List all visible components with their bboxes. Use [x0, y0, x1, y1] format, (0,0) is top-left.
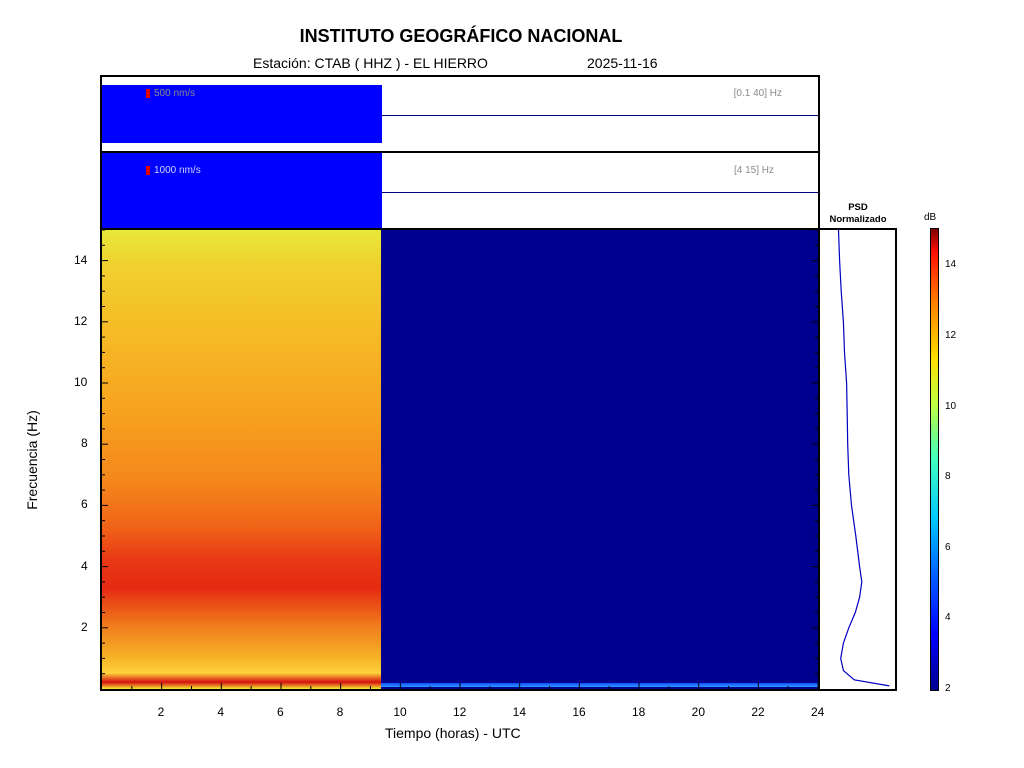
y-tick-label: 8 — [81, 436, 88, 451]
x-tick-label: 8 — [336, 705, 344, 719]
band-label-1: [0.1 40] Hz — [733, 88, 782, 99]
psd-title: PSD Normalizado — [820, 202, 896, 226]
colorbar-tick-label: 12 — [945, 329, 957, 341]
scale-bar-2 — [146, 166, 150, 175]
scale-bar-1 — [146, 89, 150, 98]
x-tick-label: 12 — [453, 705, 467, 719]
scale-label-2: 1000 nm/s — [154, 165, 201, 176]
seismogram-baseline-2 — [382, 192, 818, 193]
colorbar-tick-label: 6 — [945, 541, 951, 553]
colorbar-unit: dB — [924, 212, 937, 223]
colorbar-tick-label: 14 — [945, 259, 957, 271]
y-tick-label: 14 — [74, 252, 88, 267]
y-tick-label: 12 — [74, 313, 88, 328]
psd-plot — [837, 230, 890, 687]
x-axis-label: Tiempo (horas) - UTC — [385, 725, 521, 741]
x-tick-label: 22 — [751, 705, 765, 719]
psd-panel — [818, 228, 897, 691]
spectrogram-lowfreq-strip — [380, 683, 818, 687]
x-tick-label: 14 — [512, 705, 527, 719]
seismogram-baseline-1 — [382, 115, 818, 116]
station-label: Estación: CTAB ( HHZ ) - EL HIERRO — [253, 55, 488, 71]
x-tick-label: 4 — [217, 705, 225, 719]
spectrogram-empty — [380, 230, 818, 689]
psd-title-line1: PSD — [848, 202, 868, 213]
y-tick-label: 4 — [81, 558, 88, 573]
y-tick-label: 10 — [74, 375, 88, 389]
psd-curve — [837, 230, 890, 687]
colorbar — [930, 228, 939, 691]
y-tick-label: 6 — [81, 497, 88, 512]
psd-title-line2: Normalizado — [829, 214, 887, 225]
spectrogram-data — [102, 230, 381, 689]
colorbar-tick-label: 4 — [945, 612, 951, 624]
x-tick-label: 6 — [277, 705, 284, 719]
colorbar-tick-label: 10 — [945, 400, 957, 412]
spectrogram-panel — [100, 228, 820, 691]
x-axis-ticks — [131, 683, 819, 689]
x-tick-label: 24 — [811, 705, 825, 719]
scale-label-1: 500 nm/s — [154, 88, 196, 99]
colorbar-tick-label: 2 — [945, 683, 951, 694]
x-tick-label: 20 — [691, 705, 706, 719]
colorbar-tick-label: 8 — [945, 471, 951, 483]
x-tick-label: 18 — [632, 705, 646, 719]
date-label: 2025-11-16 — [587, 55, 658, 71]
y-tick-label: 2 — [81, 619, 88, 634]
band-label-2: [4 15] Hz — [733, 165, 774, 176]
x-tick-label: 10 — [393, 705, 407, 719]
x-tick-label: 16 — [572, 705, 586, 719]
page-title: INSTITUTO GEOGRÁFICO NACIONAL — [299, 26, 623, 46]
seismogram-trace-2 — [102, 153, 382, 228]
y-axis-ticks — [102, 229, 818, 675]
seismogram-panel-1: 500 nm/s [0.1 40] Hz — [100, 75, 820, 153]
x-tick-label: 2 — [157, 705, 165, 719]
y-axis-label: Frecuencia (Hz) — [24, 410, 40, 510]
